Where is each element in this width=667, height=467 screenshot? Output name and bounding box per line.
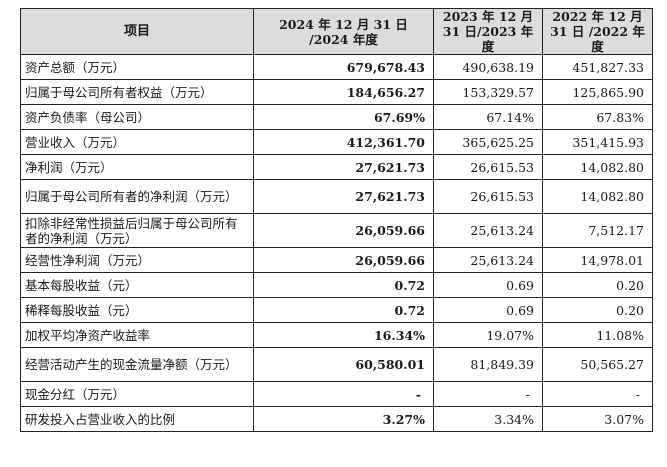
value-2024: 27,621.73 <box>253 154 434 180</box>
value-2022: 14,978.01 <box>542 247 653 273</box>
table-row: 营业收入（万元） 412,361.70 365,625.25 351,415.9… <box>20 129 653 155</box>
table-row: 归属于母公司所有者的净利润（万元） 27,621.73 26,615.53 14… <box>20 179 653 214</box>
table-row: 稀释每股收益（元） 0.72 0.69 0.20 <box>20 297 653 323</box>
row-label: 加权平均净资产收益率 <box>20 322 254 348</box>
value-2023: 0.69 <box>433 272 543 298</box>
value-2022: 14,082.80 <box>542 179 653 214</box>
value-2022: 451,827.33 <box>542 54 653 80</box>
table-row: 扣除非经常性损益后归属于母公司所有者的净利润（万元） 26,059.66 25,… <box>20 213 653 248</box>
value-2023: 153,329.57 <box>433 79 543 105</box>
value-2022: 351,415.93 <box>542 129 653 155</box>
value-2022: 14,082.80 <box>542 154 653 180</box>
row-label: 经营性净利润（万元） <box>20 247 254 273</box>
row-label: 基本每股收益（元） <box>20 272 254 298</box>
value-2023: 26,615.53 <box>433 179 543 214</box>
table-row: 研发投入占营业收入的比例 3.27% 3.34% 3.07% <box>20 406 653 432</box>
value-2023: 490,638.19 <box>433 54 543 80</box>
row-label: 资产负债率（母公司） <box>20 104 254 130</box>
table-row: 加权平均净资产收益率 16.34% 19.07% 11.08% <box>20 322 653 348</box>
value-2022: 7,512.17 <box>542 213 653 248</box>
value-2022: 0.20 <box>542 272 653 298</box>
table-row: 资产负债率（母公司） 67.69% 67.14% 67.83% <box>20 104 653 130</box>
value-2024: 26,059.66 <box>253 213 434 248</box>
value-2022: - <box>542 381 653 407</box>
value-2022: 0.20 <box>542 297 653 323</box>
value-2024: 67.69% <box>253 104 434 130</box>
value-2023: 365,625.25 <box>433 129 543 155</box>
value-2024: 16.34% <box>253 322 434 348</box>
header-2023: 2023 年 12 月 31 日/2023 年度 <box>433 8 543 55</box>
row-label: 归属于母公司所有者权益（万元） <box>20 79 254 105</box>
value-2022: 11.08% <box>542 322 653 348</box>
value-2024: 60,580.01 <box>253 347 434 382</box>
table-row: 现金分红（万元） - - - <box>20 381 653 407</box>
header-2022: 2022 年 12 月 31 日 /2022 年度 <box>542 8 653 55</box>
value-2022: 67.83% <box>542 104 653 130</box>
financial-indicators-table: 项目 2024 年 12 月 31 日 /2024 年度 2023 年 12 月… <box>20 8 653 432</box>
row-label: 资产总额（万元） <box>20 54 254 80</box>
value-2024: 3.27% <box>253 406 434 432</box>
value-2023: 19.07% <box>433 322 543 348</box>
table-row: 经营性净利润（万元） 26,059.66 25,613.24 14,978.01 <box>20 247 653 273</box>
value-2022: 125,865.90 <box>542 79 653 105</box>
value-2022: 50,565.27 <box>542 347 653 382</box>
table-row: 经营活动产生的现金流量净额（万元） 60,580.01 81,849.39 50… <box>20 347 653 382</box>
value-2024: - <box>253 381 434 407</box>
row-label: 经营活动产生的现金流量净额（万元） <box>20 347 254 382</box>
value-2024: 0.72 <box>253 272 434 298</box>
value-2023: - <box>433 381 543 407</box>
value-2023: 0.69 <box>433 297 543 323</box>
row-label: 净利润（万元） <box>20 154 254 180</box>
value-2024: 412,361.70 <box>253 129 434 155</box>
header-item: 项目 <box>20 8 254 55</box>
value-2024: 184,656.27 <box>253 79 434 105</box>
row-label: 归属于母公司所有者的净利润（万元） <box>20 179 254 214</box>
value-2023: 25,613.24 <box>433 213 543 248</box>
row-label: 研发投入占营业收入的比例 <box>20 406 254 432</box>
table-row: 净利润（万元） 27,621.73 26,615.53 14,082.80 <box>20 154 653 180</box>
value-2024: 27,621.73 <box>253 179 434 214</box>
value-2023: 3.34% <box>433 406 543 432</box>
value-2023: 26,615.53 <box>433 154 543 180</box>
row-label: 营业收入（万元） <box>20 129 254 155</box>
table-header-row: 项目 2024 年 12 月 31 日 /2024 年度 2023 年 12 月… <box>20 8 653 55</box>
table-row: 资产总额（万元） 679,678.43 490,638.19 451,827.3… <box>20 54 653 80</box>
value-2023: 25,613.24 <box>433 247 543 273</box>
row-label: 稀释每股收益（元） <box>20 297 254 323</box>
value-2024: 26,059.66 <box>253 247 434 273</box>
row-label: 扣除非经常性损益后归属于母公司所有者的净利润（万元） <box>20 213 254 248</box>
value-2022: 3.07% <box>542 406 653 432</box>
table-row: 归属于母公司所有者权益（万元） 184,656.27 153,329.57 12… <box>20 79 653 105</box>
row-label: 现金分红（万元） <box>20 381 254 407</box>
value-2024: 679,678.43 <box>253 54 434 80</box>
value-2024: 0.72 <box>253 297 434 323</box>
value-2023: 81,849.39 <box>433 347 543 382</box>
value-2023: 67.14% <box>433 104 543 130</box>
header-2024: 2024 年 12 月 31 日 /2024 年度 <box>253 8 434 55</box>
table-row: 基本每股收益（元） 0.72 0.69 0.20 <box>20 272 653 298</box>
